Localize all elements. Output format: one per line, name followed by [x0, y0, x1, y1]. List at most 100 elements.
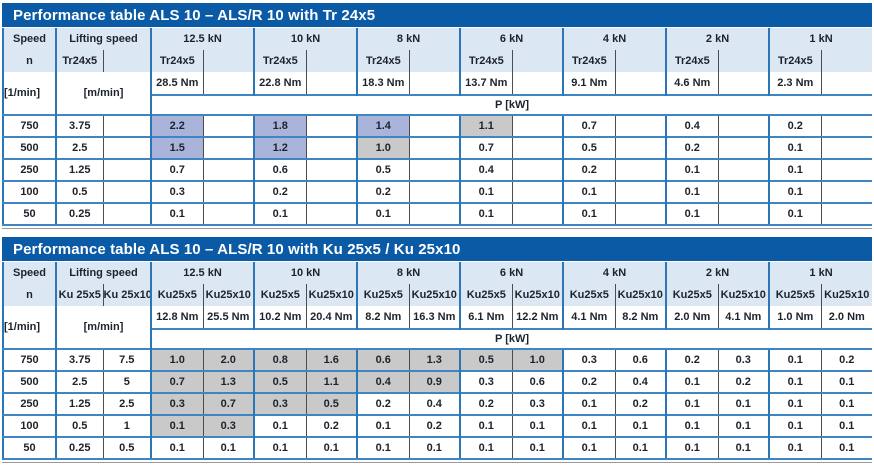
- load-header: 4 kN: [562, 262, 667, 284]
- p-value-cell: 0.1: [768, 136, 822, 159]
- p-value-cell: [717, 202, 770, 226]
- torque-cell: 8.2 Nm: [614, 306, 667, 329]
- load-header: 10 kN: [253, 262, 358, 284]
- p-value-cell: 1.0: [356, 136, 410, 159]
- p-value-cell: 0.2: [356, 180, 410, 203]
- torque-cell: 4.1 Nm: [717, 306, 770, 329]
- p-value-cell: 2.0: [202, 348, 255, 371]
- speed-symbol: n: [3, 284, 56, 306]
- p-value-cell: 0.1: [717, 392, 770, 415]
- p-value-cell: 0.1: [665, 436, 719, 460]
- lifting-unit: [m/min]: [54, 72, 152, 115]
- p-value-cell: 0.1: [459, 202, 513, 226]
- p-value-cell: 0.7: [562, 114, 616, 137]
- grid-body: 750 3.75 7.5 1.0 2.0 0.8 1.6 0.6 1.3 0.5 1.0 0.3 0.6…: [3, 348, 873, 460]
- p-value-cell: 0.2: [614, 392, 667, 415]
- torque-cell: 18.3 Nm: [356, 72, 410, 95]
- p-value-cell: [408, 180, 461, 203]
- performance-table-tr24x5: Performance table ALS 10 – ALS/R 10 with…: [2, 3, 873, 229]
- p-value-cell: 0.4: [408, 392, 461, 415]
- torque-cell: 2.0 Nm: [820, 306, 873, 329]
- p-value-cell: [511, 180, 564, 203]
- p-value-cell: 0.1: [717, 436, 770, 460]
- load-header: 8 kN: [356, 262, 461, 284]
- torque-cell: 4.6 Nm: [665, 72, 719, 95]
- lifting-value-cell: 3.75: [55, 348, 103, 371]
- p-value-cell: 0.1: [665, 158, 719, 181]
- p-value-cell: 0.1: [820, 392, 873, 415]
- torque-cell: 12.2 Nm: [511, 306, 564, 329]
- p-value-cell: 1.3: [408, 348, 461, 371]
- screw-label: Tr24x5: [459, 50, 513, 72]
- screw-label: Ku25x10: [511, 284, 564, 306]
- lifting-speed-header: Lifting speed: [54, 262, 152, 284]
- p-value-cell: [614, 158, 667, 181]
- p-value-cell: 0.1: [356, 202, 410, 226]
- power-unit-label: P [kW]: [150, 94, 873, 115]
- speed-value-cell: 750: [3, 348, 56, 371]
- table-row: 50 0.25 0.5 0.1 0.1 0.1 0.1 0.1 0.1 0.1 0.1 0.1 0.1 0…: [3, 436, 873, 460]
- p-value-cell: 0.1: [665, 392, 719, 415]
- p-value-cell: 2.2: [150, 114, 204, 137]
- p-value-cell: 0.1: [459, 180, 513, 203]
- lifting-value-cell: 0.5: [55, 414, 103, 437]
- p-value-cell: 0.1: [768, 392, 822, 415]
- speed-symbol: n: [3, 50, 56, 72]
- p-value-cell: 0.3: [459, 370, 513, 393]
- table-row: 500 2.5 5 0.7 1.3 0.5 1.1 0.4 0.9 0.3 0.6 0.2 0.4 0.1…: [3, 370, 873, 393]
- p-value-cell: 0.2: [717, 370, 770, 393]
- p-value-cell: 1.5: [150, 136, 204, 159]
- lifting-value-cell: [102, 136, 152, 159]
- performance-table-ku25x5-ku25x10: Performance table ALS 10 – ALS/R 10 with…: [2, 237, 873, 463]
- p-value-cell: 0.2: [665, 136, 719, 159]
- screw-label: [820, 50, 873, 72]
- torque-cell: 16.3 Nm: [408, 306, 461, 329]
- p-value-cell: 0.1: [511, 414, 564, 437]
- lifting-screw-label: Tr24x5: [55, 50, 103, 72]
- torque-cell: 10.2 Nm: [253, 306, 307, 329]
- screw-label: Ku25x5: [665, 284, 719, 306]
- p-value-cell: 0.5: [356, 158, 410, 181]
- p-value-cell: 0.6: [614, 348, 667, 371]
- p-value-cell: [511, 158, 564, 181]
- p-value-cell: 0.1: [305, 436, 358, 460]
- p-value-cell: [614, 180, 667, 203]
- load-header: 1 kN: [768, 28, 873, 50]
- p-value-cell: 0.6: [356, 348, 410, 371]
- p-value-cell: 0.3: [562, 348, 616, 371]
- lifting-value-cell: 2.5: [55, 370, 103, 393]
- lifting-value-cell: 0.25: [55, 436, 103, 460]
- screw-label: Ku25x5: [562, 284, 616, 306]
- p-value-cell: 0.2: [820, 348, 873, 371]
- table-bottom-rule: [2, 462, 872, 463]
- performance-grid: Speed Lifting speed 12.5 kN 10 kN 8 kN 6 kN 4 …: [2, 262, 873, 460]
- p-value-cell: 0.2: [305, 414, 358, 437]
- p-value-cell: [820, 180, 873, 203]
- load-header: 10 kN: [253, 28, 358, 50]
- p-value-cell: 0.1: [665, 414, 719, 437]
- p-value-cell: 0.8: [253, 348, 307, 371]
- speed-value-cell: 250: [3, 392, 56, 415]
- p-value-cell: 0.3: [511, 392, 564, 415]
- p-value-cell: [408, 136, 461, 159]
- p-value-cell: 0.1: [768, 370, 822, 393]
- speed-value-cell: 500: [3, 136, 56, 159]
- torque-cell: 1.0 Nm: [768, 306, 822, 329]
- table-row: 250 1.25 2.5 0.3 0.7 0.3 0.5 0.2 0.4 0.2 0.3 0.1 0.2…: [3, 392, 873, 415]
- torque-cell: [408, 72, 461, 95]
- p-value-cell: [820, 202, 873, 226]
- p-value-cell: 0.2: [768, 114, 822, 137]
- screw-label: [305, 50, 358, 72]
- table-title-bar: Performance table ALS 10 – ALS/R 10 with…: [2, 237, 872, 262]
- screw-label: Ku25x10: [614, 284, 667, 306]
- p-value-cell: 0.1: [614, 436, 667, 460]
- p-value-cell: 0.1: [562, 436, 616, 460]
- p-value-cell: 0.1: [820, 414, 873, 437]
- p-value-cell: [408, 202, 461, 226]
- screw-label: Tr24x5: [253, 50, 307, 72]
- p-value-cell: 0.1: [820, 436, 873, 460]
- grid-header: Speed Lifting speed 12.5 kN 10 kN 8 kN 6 kN 4 …: [3, 262, 873, 349]
- p-value-cell: [408, 114, 461, 137]
- table-row: 50 0.25 0.1 0.1 0.1 0.1 0.1 0.1 0.1: [3, 202, 873, 226]
- p-value-cell: 0.1: [768, 202, 822, 226]
